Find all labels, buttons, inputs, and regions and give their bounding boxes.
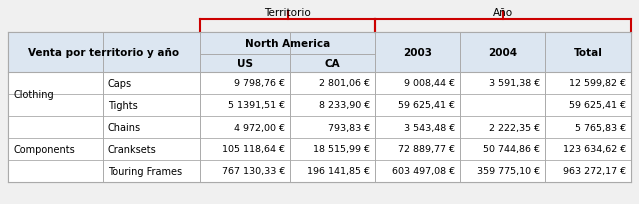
Text: CA: CA: [325, 59, 341, 69]
Text: 8 233,90 €: 8 233,90 €: [319, 101, 370, 110]
Text: 603 497,08 €: 603 497,08 €: [392, 167, 455, 176]
Bar: [375, 116, 460, 138]
Text: Año: Año: [493, 8, 513, 18]
Text: 12 599,82 €: 12 599,82 €: [569, 79, 626, 88]
Text: Territorio: Territorio: [264, 8, 311, 18]
Bar: [200, 160, 290, 182]
Text: 59 625,41 €: 59 625,41 €: [398, 101, 455, 110]
Bar: [8, 116, 103, 138]
Text: 5 1391,51 €: 5 1391,51 €: [228, 101, 285, 110]
Text: 18 515,99 €: 18 515,99 €: [313, 145, 370, 154]
Bar: [375, 33, 460, 73]
Bar: [8, 73, 103, 94]
Bar: [290, 138, 375, 160]
Bar: [103, 73, 200, 94]
Bar: [200, 73, 290, 94]
Text: Cranksets: Cranksets: [108, 144, 157, 154]
Text: Chains: Chains: [108, 122, 141, 132]
Text: Total: Total: [574, 48, 603, 58]
Bar: [460, 94, 545, 116]
Bar: [8, 138, 103, 160]
Text: 3 543,48 €: 3 543,48 €: [404, 123, 455, 132]
Bar: [460, 33, 545, 73]
Bar: [375, 94, 460, 116]
Bar: [545, 73, 631, 94]
Text: 123 634,62 €: 123 634,62 €: [563, 145, 626, 154]
Text: Tights: Tights: [108, 101, 138, 110]
Bar: [545, 94, 631, 116]
Bar: [290, 55, 375, 73]
Text: Clothing: Clothing: [13, 90, 54, 100]
Bar: [103, 94, 200, 116]
Text: 50 744,86 €: 50 744,86 €: [483, 145, 540, 154]
Text: 2003: 2003: [403, 48, 432, 58]
Text: US: US: [237, 59, 253, 69]
Text: 4 972,00 €: 4 972,00 €: [234, 123, 285, 132]
Bar: [200, 116, 290, 138]
Bar: [460, 73, 545, 94]
Bar: [8, 160, 103, 182]
Bar: [545, 116, 631, 138]
Bar: [290, 160, 375, 182]
Text: North America: North America: [245, 39, 330, 49]
Text: 767 130,33 €: 767 130,33 €: [222, 167, 285, 176]
Bar: [103, 138, 200, 160]
Bar: [460, 116, 545, 138]
Bar: [103, 116, 200, 138]
Bar: [460, 138, 545, 160]
Bar: [545, 138, 631, 160]
Bar: [200, 55, 290, 73]
Text: 793,83 €: 793,83 €: [328, 123, 370, 132]
Bar: [460, 160, 545, 182]
Bar: [375, 73, 460, 94]
Text: Caps: Caps: [108, 79, 132, 89]
Bar: [290, 73, 375, 94]
Bar: [8, 33, 631, 182]
Bar: [200, 33, 375, 55]
Bar: [375, 160, 460, 182]
Text: 72 889,77 €: 72 889,77 €: [398, 145, 455, 154]
Bar: [200, 138, 290, 160]
Bar: [375, 138, 460, 160]
Text: Venta por territorio y año: Venta por territorio y año: [29, 48, 180, 58]
Bar: [545, 33, 631, 73]
Bar: [103, 160, 200, 182]
Text: 105 118,64 €: 105 118,64 €: [222, 145, 285, 154]
Text: 359 775,10 €: 359 775,10 €: [477, 167, 540, 176]
Text: 5 765,83 €: 5 765,83 €: [575, 123, 626, 132]
Text: 9 798,76 €: 9 798,76 €: [234, 79, 285, 88]
Text: Components: Components: [13, 144, 75, 154]
Text: 9 008,44 €: 9 008,44 €: [404, 79, 455, 88]
Bar: [290, 94, 375, 116]
Text: 2 222,35 €: 2 222,35 €: [489, 123, 540, 132]
Bar: [8, 94, 103, 116]
Bar: [8, 33, 200, 73]
Text: 196 141,85 €: 196 141,85 €: [307, 167, 370, 176]
Text: 59 625,41 €: 59 625,41 €: [569, 101, 626, 110]
Text: 2 801,06 €: 2 801,06 €: [319, 79, 370, 88]
Text: 3 591,38 €: 3 591,38 €: [489, 79, 540, 88]
Bar: [200, 94, 290, 116]
Bar: [290, 116, 375, 138]
Text: Touring Frames: Touring Frames: [108, 166, 182, 176]
Bar: [545, 160, 631, 182]
Text: 2004: 2004: [488, 48, 517, 58]
Text: 963 272,17 €: 963 272,17 €: [563, 167, 626, 176]
